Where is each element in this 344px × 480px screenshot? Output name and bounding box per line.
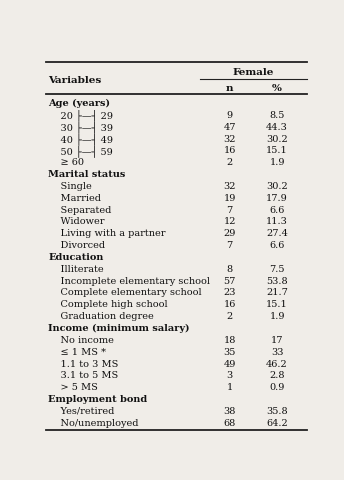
Text: 11.3: 11.3 (266, 217, 288, 226)
Text: 50 ├—┤ 59: 50 ├—┤ 59 (48, 144, 113, 156)
Text: 6.6: 6.6 (269, 240, 285, 250)
Text: Separated: Separated (48, 205, 112, 214)
Text: 7: 7 (226, 240, 233, 250)
Text: 17.9: 17.9 (266, 193, 288, 203)
Text: 1.9: 1.9 (269, 158, 285, 167)
Text: Marital status: Marital status (48, 170, 126, 179)
Text: Living with a partner: Living with a partner (48, 229, 166, 238)
Text: 30.2: 30.2 (266, 181, 288, 191)
Text: 7.5: 7.5 (269, 264, 285, 273)
Text: n: n (226, 84, 233, 93)
Text: Income (minimum salary): Income (minimum salary) (48, 323, 190, 332)
Text: > 5 MS: > 5 MS (48, 383, 98, 391)
Text: 15.1: 15.1 (266, 300, 288, 309)
Text: 30 ├—┤ 39: 30 ├—┤ 39 (48, 121, 113, 133)
Text: 33: 33 (271, 347, 283, 356)
Text: 35.8: 35.8 (266, 406, 288, 415)
Text: No/unemployed: No/unemployed (48, 418, 139, 427)
Text: Single: Single (48, 181, 92, 191)
Text: 18: 18 (224, 335, 236, 344)
Text: Age (years): Age (years) (48, 99, 110, 108)
Text: Widower: Widower (48, 217, 105, 226)
Text: 12: 12 (223, 217, 236, 226)
Text: 47: 47 (223, 122, 236, 132)
Text: 17: 17 (271, 335, 283, 344)
Text: 44.3: 44.3 (266, 122, 288, 132)
Text: 2: 2 (226, 158, 233, 167)
Text: 3.1 to 5 MS: 3.1 to 5 MS (48, 371, 119, 380)
Text: 16: 16 (224, 146, 236, 155)
Text: Incomplete elementary school: Incomplete elementary school (48, 276, 210, 285)
Text: 38: 38 (224, 406, 236, 415)
Text: Employment bond: Employment bond (48, 394, 148, 403)
Text: 32: 32 (223, 134, 236, 143)
Text: %: % (272, 84, 282, 93)
Text: Illiterate: Illiterate (48, 264, 104, 273)
Text: 1: 1 (226, 383, 233, 391)
Text: 0.9: 0.9 (269, 383, 285, 391)
Text: Yes/retired: Yes/retired (48, 406, 115, 415)
Text: 2: 2 (226, 312, 233, 321)
Text: 19: 19 (224, 193, 236, 203)
Text: 40 ├—┤ 49: 40 ├—┤ 49 (48, 133, 113, 144)
Text: Graduation degree: Graduation degree (48, 312, 154, 321)
Text: Education: Education (48, 252, 104, 262)
Text: 15.1: 15.1 (266, 146, 288, 155)
Text: 20 ├—┤ 29: 20 ├—┤ 29 (48, 109, 113, 121)
Text: 32: 32 (223, 181, 236, 191)
Text: 1.1 to 3 MS: 1.1 to 3 MS (48, 359, 119, 368)
Text: 1.9: 1.9 (269, 312, 285, 321)
Text: 29: 29 (224, 229, 236, 238)
Text: 30.2: 30.2 (266, 134, 288, 143)
Text: 8: 8 (227, 264, 233, 273)
Text: 49: 49 (224, 359, 236, 368)
Text: 3: 3 (226, 371, 233, 380)
Text: Married: Married (48, 193, 101, 203)
Text: 21.7: 21.7 (266, 288, 288, 297)
Text: 68: 68 (224, 418, 236, 427)
Text: 6.6: 6.6 (269, 205, 285, 214)
Text: ≥ 60: ≥ 60 (48, 158, 84, 167)
Text: No income: No income (48, 335, 114, 344)
Text: ≤ 1 MS *: ≤ 1 MS * (48, 347, 106, 356)
Text: 53.8: 53.8 (266, 276, 288, 285)
Text: 57: 57 (224, 276, 236, 285)
Text: Complete elementary school: Complete elementary school (48, 288, 202, 297)
Text: 9: 9 (227, 110, 233, 120)
Text: 7: 7 (226, 205, 233, 214)
Text: 35: 35 (224, 347, 236, 356)
Text: 27.4: 27.4 (266, 229, 288, 238)
Text: 8.5: 8.5 (269, 110, 285, 120)
Text: 46.2: 46.2 (266, 359, 288, 368)
Text: Divorced: Divorced (48, 240, 106, 250)
Text: Variables: Variables (48, 76, 101, 85)
Text: Complete high school: Complete high school (48, 300, 168, 309)
Text: 23: 23 (223, 288, 236, 297)
Text: 16: 16 (224, 300, 236, 309)
Text: 64.2: 64.2 (266, 418, 288, 427)
Text: Female: Female (233, 68, 274, 77)
Text: 2.8: 2.8 (269, 371, 285, 380)
